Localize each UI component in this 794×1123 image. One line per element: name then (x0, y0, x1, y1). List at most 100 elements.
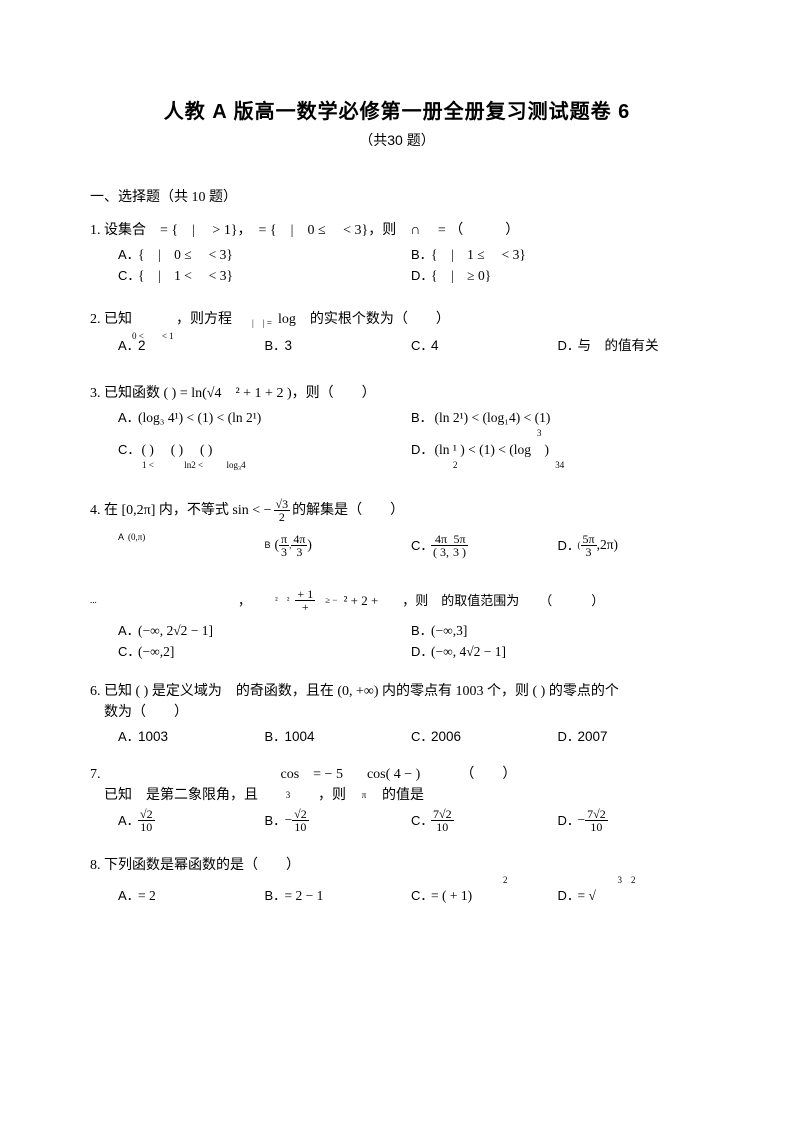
q2-stem-a: 2. 已知 (90, 309, 132, 330)
q4-frac-d: 2 (274, 511, 291, 523)
q8-opt-b: = 2 − 1 (285, 888, 324, 903)
opt-c-label: C． (118, 440, 138, 460)
q7-mid: ，则 (318, 785, 346, 806)
q6-stem: 6. 已知 ( ) 是定义域为 的奇函数，且在 (0, +∞) 内的零点有 10… (90, 681, 704, 702)
opt-a-label: A． (118, 245, 138, 265)
opt-d-label: D． (558, 536, 578, 556)
q5-m1: ² ² (275, 596, 289, 605)
q5-options: A．(−∞, 2√2 − 1] B．(−∞,3] C．(−∞,2] D．(−∞,… (90, 621, 704, 663)
q7-cos1: cos = − 5 (281, 764, 343, 785)
q3-c-p0: ( ) (142, 442, 154, 457)
question-3: 3. 已知函数 ( ) = ln(√4 ² + 1 + 2 )，则（ ） A．(… (90, 383, 704, 470)
opt-b-label: B． (265, 727, 285, 747)
q7-c-d: 10 (431, 821, 454, 833)
q5-opt-a: (−∞, 2√2 − 1] (138, 623, 213, 638)
q4-opt-a: (0,π) (128, 533, 145, 542)
doc-subtitle: （共30 题） (90, 130, 704, 150)
q5-tail: ，则 的取值范围为 (402, 591, 519, 611)
opt-a-label: A． (118, 621, 138, 641)
q8-opt-c: = ( + 1) (431, 888, 472, 903)
q7-line2: 已知 是第二象限角，且 (104, 785, 258, 806)
q8-stem: 8. 下列函数是幂函数的是（ ） (90, 855, 704, 876)
opt-a-label: A． (118, 727, 138, 747)
q6-options: A．1003 B．1004 C．2006 D．2007 (90, 727, 704, 748)
q3-c-s2: log₃4 (227, 460, 246, 470)
q4-b-d2: 3 (291, 546, 307, 558)
opt-d-label: D． (411, 440, 431, 460)
question-8: 8. 下列函数是幂函数的是（ ） A．= 2 B．= 2 − 1 2 C．= (… (90, 855, 704, 907)
opt-d-label: D． (411, 266, 431, 286)
q6-opt-b: 1004 (285, 729, 315, 744)
q1-opt-d: { | ≥ 0} (431, 268, 491, 283)
q2-opt-b: 3 (285, 338, 293, 353)
question-4: 4. 在 [0,2π] 内，不等式 sin < − √3 2 的解集是（ ） A… (90, 498, 704, 558)
q8-opt-d: = √ (578, 888, 596, 903)
opt-b-label: B． (411, 245, 431, 265)
opt-d-label: D． (411, 642, 431, 662)
q4-b-d1: 3 (279, 546, 289, 558)
opt-c-label: C． (411, 536, 431, 556)
opt-c-label: C． (118, 266, 138, 286)
page: 人教 A 版高一数学必修第一册全册复习测试题卷 6 （共30 题） 一、选择题（… (0, 0, 794, 1123)
q5-end: （ ） (539, 591, 604, 611)
opt-c-label: C． (411, 336, 431, 356)
q4-options: A (0,π) B ( π3 , 4π3 ) C． 4π( 3, 5π3 ) D… (90, 533, 704, 558)
q5-pre: ， (238, 591, 251, 611)
q8-opt-a: = 2 (138, 888, 156, 903)
q7-paren: （ ） (460, 764, 516, 785)
section-1-heading: 一、选择题（共 10 题） (90, 186, 704, 206)
q1-stem: 1. 设集合 = { | > 1}， = { | 0 ≤ < 3}，则 ∩ = … (90, 220, 704, 241)
q3-stem: 3. 已知函数 ( ) = ln(√4 ² + 1 + 2 )，则（ ） (90, 383, 704, 404)
q3-d-s1: 34 (555, 460, 564, 470)
opt-b-label: B． (265, 886, 285, 906)
q2-stem-c: log 的实根个数为（ ） (278, 309, 450, 330)
question-5: ... ， ² ² + 1+ ≥ − ² + 2 + ，则 的取值范围为 （ ）… (90, 588, 704, 663)
q1-opt-c: { | 1 < < 3} (138, 268, 233, 283)
opt-d-label: D． (558, 727, 578, 747)
q7-pi: π (346, 791, 382, 800)
opt-b-label: B． (411, 621, 431, 641)
q2-opt-d: 与 的值有关 (578, 338, 659, 353)
q5-ge: ≥ − (325, 596, 337, 605)
q8-c-sup: 2 (503, 876, 508, 885)
q1-opt-b: { | 1 ≤ < 3} (431, 247, 526, 262)
q3-options-row1: A．(log₃ 4¹) < (1) < (ln 2¹) B． (ln 2¹) <… (90, 408, 704, 438)
q3-opt-b-sub: 3 (411, 429, 696, 438)
doc-title: 人教 A 版高一数学必修第一册全册复习测试题卷 6 (90, 95, 704, 124)
q6-opt-c: 2006 (431, 729, 461, 744)
q3-c-p1: ( ) (171, 442, 183, 457)
q4-stem-b: 的解集是（ ） (292, 500, 404, 521)
q6-opt-d: 2007 (578, 729, 608, 744)
q8-options: A．= 2 B．= 2 − 1 2 C．= ( + 1) 3 2 D．= √ (90, 886, 704, 907)
q5-opt-c: (−∞,2] (138, 644, 174, 659)
q4-c-d1: 3 (440, 545, 446, 559)
q4-d-d: 3 (581, 546, 597, 558)
question-7: 7. cos = − 5 cos( 4 − ) （ ） 已知 是第二象限角，且 … (90, 764, 704, 833)
opt-a-label: A． (118, 886, 138, 906)
q7-num: 7. (90, 764, 101, 785)
q5-small: ... (90, 596, 118, 605)
q7-a-d: 10 (138, 821, 155, 833)
q7-b-sign: − (285, 810, 293, 830)
q7-d-d: 10 (585, 821, 608, 833)
opt-b-label: B． (411, 408, 431, 428)
question-1: 1. 设集合 = { | > 1}， = { | 0 ≤ < 3}，则 ∩ = … (90, 220, 704, 287)
q7-three: 3 (258, 791, 318, 800)
q5-opt-d: (−∞, 4√2 − 1] (431, 644, 506, 659)
q8-d-sup: 3 2 (618, 876, 636, 885)
q7-cos2: cos( 4 − ) (367, 764, 420, 785)
opt-d-label: D． (558, 886, 578, 906)
opt-a-label: A． (118, 408, 138, 428)
q1-options: A．{ | 0 ≤ < 3} B．{ | 1 ≤ < 3} C．{ | 1 < … (90, 245, 704, 287)
opt-c-label: C． (118, 642, 138, 662)
q7-d-sign: − (578, 810, 586, 830)
question-2: 2. 已知 0 < < 1 ，则方程 | | = log 的实根个数为（ ） A… (90, 309, 704, 357)
opt-c-label: C． (411, 886, 431, 906)
q2-mid: | | = (252, 319, 272, 328)
opt-b-label: B． (265, 336, 285, 356)
q7-tail: 的值是 (382, 785, 424, 806)
q3-c-p2: ( ) (200, 442, 212, 457)
q1-opt-a: { | 0 ≤ < 3} (138, 247, 233, 262)
q2-opt-c: 4 (431, 338, 439, 353)
opt-c-label: C． (411, 727, 431, 747)
